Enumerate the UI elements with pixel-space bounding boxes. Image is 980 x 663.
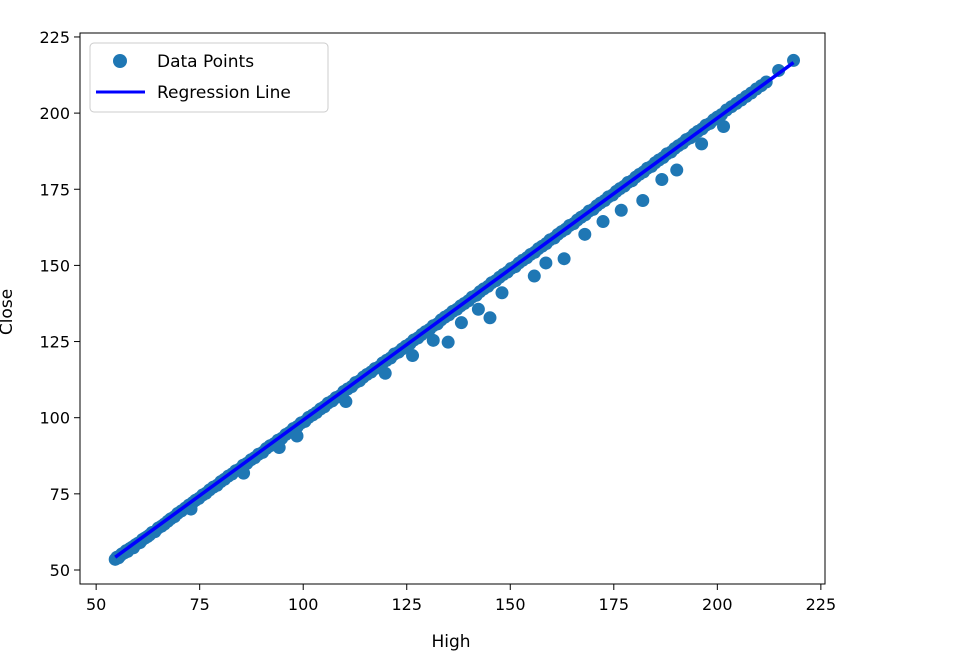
- data-point: [527, 269, 541, 283]
- data-point: [557, 252, 571, 266]
- data-point: [290, 429, 304, 443]
- data-point: [695, 137, 709, 151]
- data-point: [636, 194, 650, 208]
- x-tick-label: 50: [86, 595, 106, 614]
- data-point: [670, 163, 684, 177]
- y-tick-label: 100: [39, 409, 70, 428]
- x-tick-label: 175: [599, 595, 630, 614]
- data-point: [378, 366, 392, 380]
- y-tick-label: 50: [50, 561, 70, 580]
- plot-frame: [79, 32, 826, 585]
- y-tick-label: 225: [39, 28, 70, 47]
- y-axis-ticks: 50 75 100 125 150 175 200 225: [39, 28, 80, 580]
- data-point: [237, 466, 251, 480]
- y-tick-label: 175: [39, 180, 70, 199]
- data-point: [471, 302, 485, 316]
- regression-line-series: [114, 61, 795, 559]
- y-axis-label: Close: [0, 289, 17, 335]
- data-point: [426, 333, 440, 347]
- x-axis-label: High: [431, 632, 470, 652]
- x-tick-label: 225: [806, 595, 837, 614]
- data-point: [441, 335, 455, 349]
- x-tick-label: 125: [391, 595, 422, 614]
- data-point: [596, 215, 610, 229]
- y-tick-label: 150: [39, 256, 70, 275]
- data-point: [483, 311, 497, 325]
- x-tick-label: 100: [288, 595, 319, 614]
- x-axis-ticks: 50 75 100 125 150 175 200 225: [86, 584, 836, 614]
- data-point: [339, 395, 353, 409]
- data-point: [495, 286, 509, 300]
- data-point: [717, 120, 731, 134]
- plot-area: [79, 32, 826, 585]
- x-tick-label: 200: [702, 595, 733, 614]
- y-tick-label: 200: [39, 104, 70, 123]
- y-tick-label: 125: [39, 333, 70, 352]
- data-point: [539, 256, 553, 270]
- legend: Data Points Regression Line: [89, 42, 329, 113]
- legend-label-regression-line: Regression Line: [157, 83, 291, 103]
- data-point: [578, 227, 592, 241]
- data-point: [614, 203, 628, 217]
- data-point: [454, 316, 468, 330]
- data-point: [655, 173, 669, 187]
- regression-line: [114, 61, 795, 559]
- x-tick-label: 75: [190, 595, 210, 614]
- legend-marker-data-points: [113, 54, 127, 68]
- data-point: [406, 349, 420, 363]
- y-tick-label: 75: [50, 485, 70, 504]
- data-point: [272, 441, 286, 455]
- x-tick-label: 150: [495, 595, 526, 614]
- legend-label-data-points: Data Points: [157, 52, 254, 72]
- legend-frame: [89, 42, 329, 113]
